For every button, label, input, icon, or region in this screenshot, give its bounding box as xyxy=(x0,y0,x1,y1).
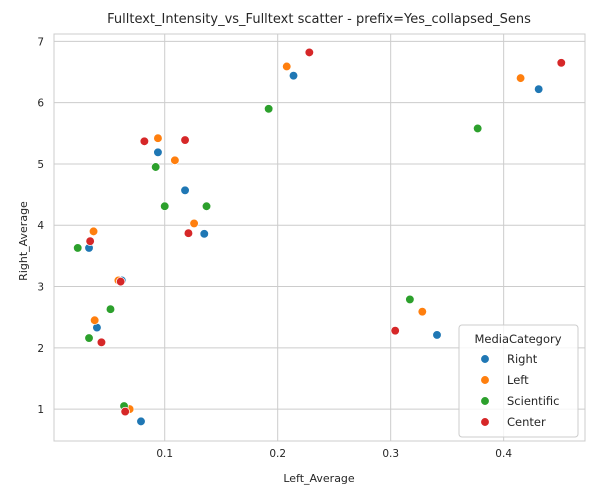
y-axis-label: Right_Average xyxy=(17,201,30,281)
legend-marker-scientific xyxy=(480,396,490,406)
plot-frame xyxy=(53,33,586,442)
chart-title: Fulltext_Intensity_vs_Fulltext scatter -… xyxy=(107,12,531,27)
point-right xyxy=(432,330,442,340)
point-right xyxy=(153,147,163,157)
point-center xyxy=(85,236,95,246)
x-tick-label: 0.2 xyxy=(269,448,286,460)
point-center xyxy=(556,58,566,68)
y-tick-label: 1 xyxy=(37,404,44,416)
point-scientific xyxy=(405,294,415,305)
y-tick-label: 6 xyxy=(37,98,44,110)
y-tick-label: 7 xyxy=(37,36,44,48)
plot-area xyxy=(53,33,586,442)
point-center xyxy=(96,337,107,347)
point-center xyxy=(180,135,190,145)
point-center xyxy=(120,406,130,417)
point-center xyxy=(116,276,126,287)
legend-label-center: Center xyxy=(507,415,546,429)
point-right xyxy=(180,185,190,195)
point-scientific xyxy=(151,162,161,172)
x-axis-label: Left_Average xyxy=(283,472,355,485)
x-tick-labels: 0.1 0.2 0.3 0.4 xyxy=(156,448,512,460)
point-right xyxy=(136,416,146,427)
point-scientific xyxy=(473,123,483,134)
legend-title: MediaCategory xyxy=(474,332,561,346)
point-left xyxy=(515,73,526,83)
legend-label-scientific: Scientific xyxy=(507,394,559,408)
point-scientific xyxy=(84,333,94,343)
point-scientific xyxy=(73,243,83,253)
y-tick-label: 2 xyxy=(37,343,44,355)
y-tick-labels: 1 2 3 4 5 6 7 xyxy=(37,36,44,416)
legend-marker-center xyxy=(480,417,490,427)
legend-items: Right Left Scientific Center xyxy=(480,352,559,429)
y-tick-label: 5 xyxy=(37,159,44,171)
grid-lines xyxy=(54,34,585,441)
point-scientific xyxy=(264,104,274,114)
point-right xyxy=(199,229,209,239)
point-right xyxy=(288,71,299,81)
point-left xyxy=(417,307,427,317)
x-tick-label: 0.3 xyxy=(382,448,399,460)
legend-box xyxy=(458,324,579,438)
point-left xyxy=(88,226,99,237)
point-left xyxy=(153,133,163,143)
data-points xyxy=(73,47,566,427)
y-tick-label: 4 xyxy=(37,220,44,232)
legend: MediaCategory Right Left Scientific Center xyxy=(458,324,579,438)
legend-label-left: Left xyxy=(507,373,529,387)
point-scientific xyxy=(160,201,170,211)
point-left xyxy=(189,218,199,229)
legend-marker-left xyxy=(480,375,490,385)
point-center xyxy=(390,326,400,336)
legend-marker-right xyxy=(480,354,490,364)
point-scientific xyxy=(105,304,116,314)
point-center xyxy=(183,228,194,238)
point-left xyxy=(90,315,100,325)
point-center xyxy=(304,47,314,58)
y-tick-label: 3 xyxy=(37,282,44,294)
x-tick-label: 0.4 xyxy=(495,448,512,460)
point-scientific xyxy=(201,201,212,211)
point-center xyxy=(139,136,150,146)
point-left xyxy=(282,61,292,72)
point-right xyxy=(534,84,544,94)
point-left xyxy=(170,155,180,165)
x-tick-label: 0.1 xyxy=(156,448,173,460)
legend-label-right: Right xyxy=(507,352,538,366)
